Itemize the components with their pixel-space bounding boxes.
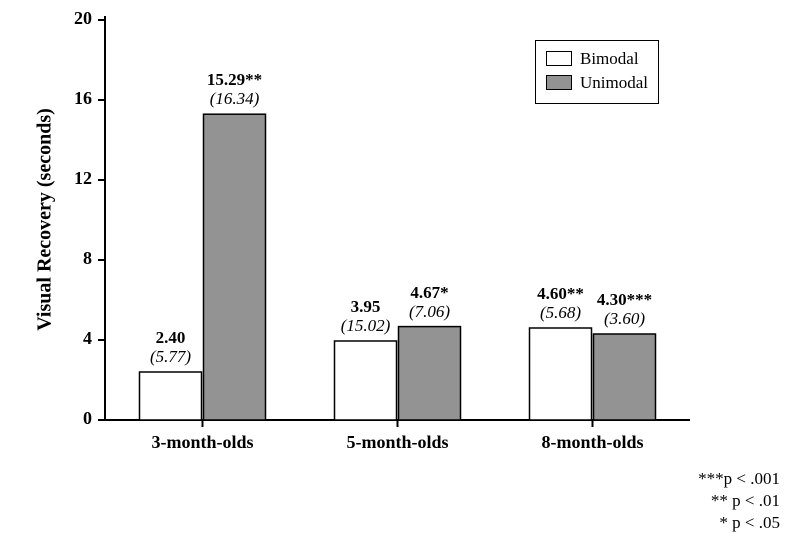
bar-bimodal	[530, 328, 592, 420]
y-tick-label: 20	[74, 8, 92, 28]
footnote-line: ***p < .001	[698, 468, 780, 490]
y-axis-title: Visual Recovery (seconds)	[34, 80, 57, 360]
bar-unimodal	[399, 327, 461, 420]
x-category-label: 3-month-olds	[105, 432, 300, 453]
bar-value-label: (5.77)	[111, 347, 231, 367]
bar-value-label: 4.67*	[370, 283, 490, 303]
legend-swatch-bimodal	[546, 51, 572, 66]
legend-label: Unimodal	[580, 71, 648, 95]
significance-footnotes: ***p < .001 ** p < .01 * p < .05	[698, 468, 780, 534]
bar-bimodal	[335, 341, 397, 420]
bar-value-label: (16.34)	[175, 89, 295, 109]
footnote-line: * p < .05	[698, 512, 780, 534]
bar-bimodal	[140, 372, 202, 420]
legend-item-unimodal: Unimodal	[546, 71, 648, 95]
bar-chart: 0 4 8 12 16 20	[0, 0, 800, 545]
bar-unimodal	[204, 114, 266, 420]
bar-value-label: (7.06)	[370, 302, 490, 322]
legend-label: Bimodal	[580, 47, 639, 71]
legend-item-bimodal: Bimodal	[546, 47, 648, 71]
bar-value-label: 15.29**	[175, 70, 295, 90]
legend-swatch-unimodal	[546, 75, 572, 90]
chart-container: { "chart": { "type": "bar", "y_axis": { …	[0, 0, 800, 545]
bar-value-label: (3.60)	[565, 309, 685, 329]
y-tick-label: 0	[83, 408, 92, 428]
y-tick-label: 8	[83, 248, 92, 268]
bar-unimodal	[594, 334, 656, 420]
footnote-line: ** p < .01	[698, 490, 780, 512]
x-category-label: 8-month-olds	[495, 432, 690, 453]
bar-value-label: 2.40	[111, 328, 231, 348]
y-tick-label: 16	[74, 88, 92, 108]
x-category-label: 5-month-olds	[300, 432, 495, 453]
legend: Bimodal Unimodal	[535, 40, 659, 104]
y-tick-label: 4	[83, 328, 92, 348]
y-tick-label: 12	[74, 168, 92, 188]
bar-value-label: 4.30***	[565, 290, 685, 310]
